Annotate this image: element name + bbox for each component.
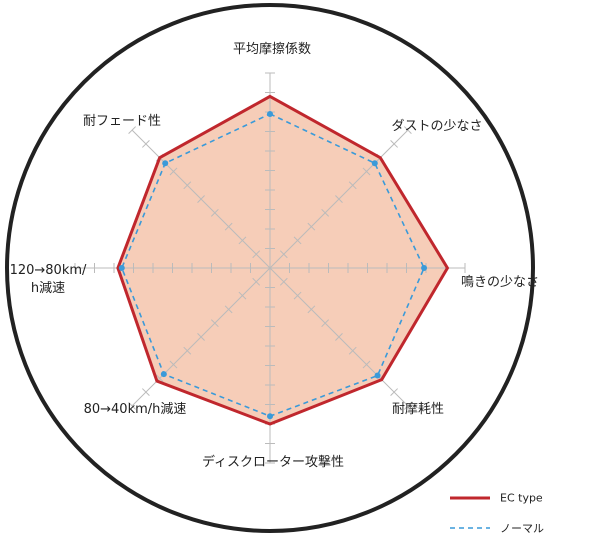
tick-mark: [210, 319, 219, 328]
series-point: [374, 372, 381, 379]
tick-mark: [403, 401, 412, 410]
axis-label: 80→40km/h減速: [83, 402, 187, 417]
tick-mark: [142, 140, 150, 148]
tick-mark: [155, 374, 164, 383]
tick-mark: [252, 250, 261, 259]
tick-mark: [362, 167, 371, 176]
series-line: [116, 94, 450, 426]
series-point: [421, 265, 428, 271]
tick-mark: [169, 167, 178, 176]
tick-mark: [197, 333, 205, 341]
tick-mark: [293, 236, 302, 245]
tick-mark: [169, 360, 178, 369]
tick-mark: [335, 333, 343, 341]
tick-mark: [128, 126, 137, 135]
axis-label: 平均摩擦係数: [232, 42, 312, 57]
axis-label: ダストの少なさ: [391, 119, 483, 134]
series-point: [371, 160, 378, 167]
tick-mark: [210, 208, 219, 217]
series-point: [267, 413, 273, 420]
tick-mark: [348, 346, 357, 355]
legend-label: ノーマル: [500, 522, 544, 535]
tick-mark: [224, 305, 233, 314]
tick-mark: [279, 250, 288, 259]
series-point: [160, 371, 167, 378]
axis-label: 耐フェード性: [82, 114, 162, 129]
tick-mark: [307, 305, 316, 314]
axis-label: ディスクローター攻撃性: [201, 455, 345, 470]
tick-mark: [238, 291, 247, 300]
tick-mark: [197, 195, 205, 203]
tick-mark: [238, 236, 247, 245]
tick-mark: [128, 401, 137, 410]
tick-mark: [293, 291, 302, 300]
tick-mark: [390, 140, 398, 148]
axis-label: 鳴きの少なさ: [460, 275, 540, 290]
tick-mark: [183, 346, 192, 355]
tick-mark: [224, 222, 233, 231]
tick-mark: [321, 319, 330, 328]
tick-mark: [362, 360, 371, 369]
legend-label: EC type: [500, 491, 543, 505]
series-point: [118, 265, 125, 271]
axis-label: 120→80km/h減速: [9, 263, 87, 296]
tick-mark: [279, 277, 288, 286]
series-point: [162, 160, 169, 167]
tick-mark: [307, 222, 316, 231]
series-area: [117, 96, 448, 425]
tick-mark: [252, 277, 261, 286]
tick-mark: [348, 181, 357, 190]
tick-mark: [142, 388, 150, 396]
tick-mark: [183, 181, 192, 190]
tick-mark: [390, 388, 398, 396]
outer-ring: [5, 3, 535, 533]
axis-label: 耐摩耗性: [391, 402, 445, 417]
tick-mark: [335, 195, 343, 203]
tick-mark: [321, 208, 330, 217]
series-point: [267, 110, 273, 117]
tick-mark: [403, 126, 412, 135]
